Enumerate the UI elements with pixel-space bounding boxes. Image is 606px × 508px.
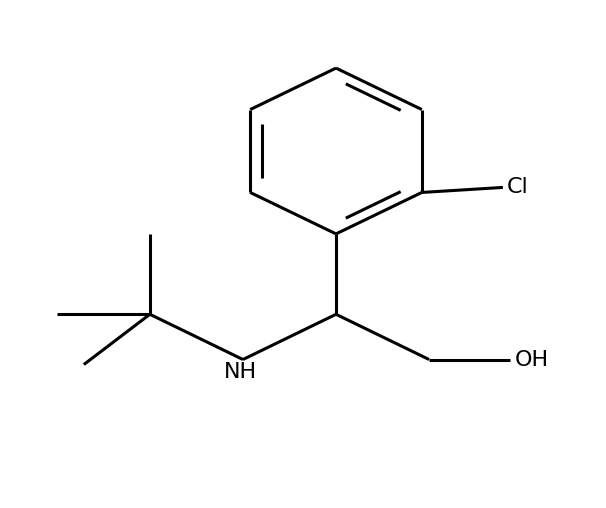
- Text: NH: NH: [224, 362, 256, 382]
- Text: Cl: Cl: [507, 177, 529, 198]
- Text: OH: OH: [514, 350, 548, 369]
